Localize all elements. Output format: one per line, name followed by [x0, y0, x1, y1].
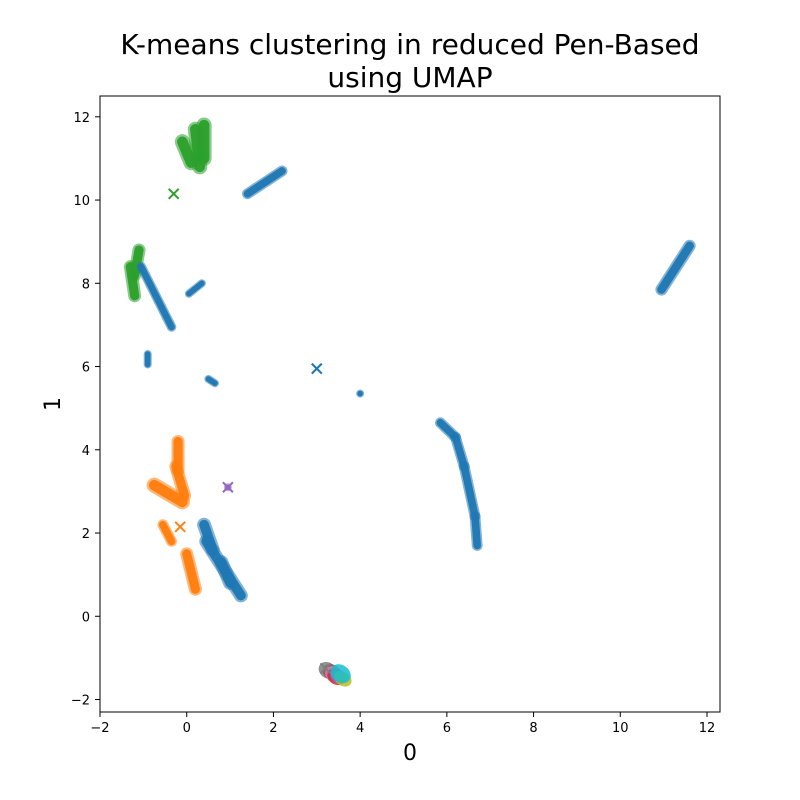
cluster-4-points-0: [186, 280, 205, 297]
y-tick-label-8: 8: [82, 277, 90, 292]
cluster-12-points-0: [159, 520, 176, 546]
plot-area: [123, 117, 696, 687]
cluster-0: [174, 117, 212, 175]
centroid-3: [222, 481, 234, 493]
cluster-9: [434, 417, 483, 551]
cluster-8-points-0: [657, 241, 694, 294]
cluster-12: [157, 519, 177, 547]
centroid-0: [167, 188, 180, 200]
centroid-2: [174, 521, 186, 533]
x-axis: −2 0 2 4 6 8 10 12: [90, 712, 715, 736]
cluster-0-points-2: [177, 136, 197, 168]
cluster-2: [123, 243, 146, 303]
y-tick-label-10: 10: [73, 194, 90, 209]
cluster-13-points-0: [182, 549, 200, 594]
cluster-13: [180, 547, 202, 596]
cluster-1-points-0: [243, 167, 286, 198]
cluster-8: [655, 239, 696, 296]
centroid-4: [319, 662, 332, 675]
cluster-bottom-6: [330, 664, 351, 684]
centroid-1-stroke-b: [311, 362, 323, 375]
cluster-10-points-1: [171, 461, 190, 501]
chart-title-line-2: using UMAP: [327, 61, 492, 94]
x-axis-label: 0: [403, 741, 417, 766]
centroid-1: [311, 362, 323, 375]
x-tick-label-12: 12: [699, 721, 716, 736]
y-tick-label-6: 6: [82, 361, 90, 376]
x-tick-label-2: 2: [269, 721, 277, 736]
cluster-11-points-0: [148, 479, 188, 508]
cluster-3-points-0: [137, 263, 175, 331]
x-tick-label--2: −2: [90, 721, 109, 736]
cluster-4: [184, 279, 206, 298]
cluster-6: [204, 375, 219, 388]
y-tick-label-12: 12: [73, 111, 90, 126]
centroid-3-stroke-b: [222, 481, 234, 493]
y-tick-label-4: 4: [82, 444, 90, 459]
centroid-2-stroke-b: [174, 521, 186, 533]
x-tick-label-0: 0: [183, 721, 191, 736]
chart-title-line-1: K-means clustering in reduced Pen-Based: [120, 28, 699, 61]
centroid-4-stroke-b: [319, 662, 332, 675]
cluster-14: [197, 517, 248, 603]
cluster-11: [146, 477, 190, 510]
cluster-6-points-0: [205, 376, 218, 386]
cluster-9-points-3: [471, 512, 481, 550]
cluster-1: [241, 165, 288, 200]
cluster-2-points-1: [130, 245, 144, 280]
cluster-14-points-2: [216, 557, 235, 588]
x-tick-label-4: 4: [356, 721, 364, 736]
x-tick-label-10: 10: [612, 721, 629, 736]
cluster-3: [136, 261, 177, 332]
cluster-10: [169, 434, 192, 503]
x-tick-label-6: 6: [443, 721, 451, 736]
y-axis-label: 1: [41, 397, 66, 411]
cluster-9-points-2: [460, 462, 479, 521]
y-tick-label-2: 2: [82, 527, 90, 542]
plot-frame: [99, 95, 721, 713]
y-axis: −2 0 2 4 6 8 10 12: [71, 111, 100, 709]
y-tick-label-0: 0: [82, 610, 90, 625]
centroid-0-stroke-b: [167, 188, 180, 200]
x-tick-label-8: 8: [529, 721, 537, 736]
y-tick-label--2: −2: [71, 694, 90, 709]
